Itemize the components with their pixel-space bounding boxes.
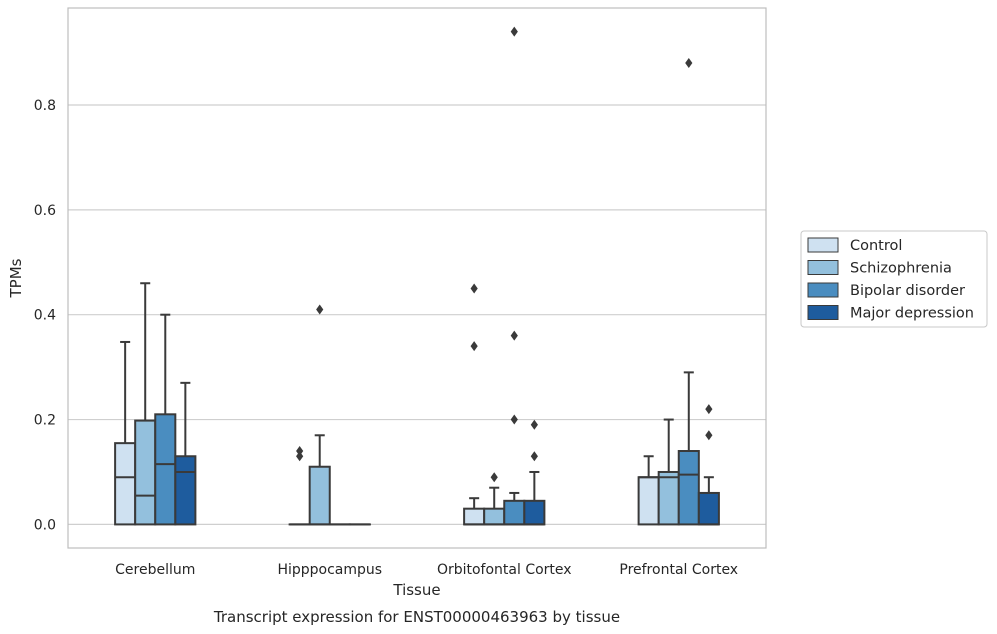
y-axis-title: TPMs <box>7 258 25 298</box>
outlier-point <box>470 341 478 352</box>
x-tick-labels: Cerebellum Hipppocampus Orbitofontal Corte… <box>115 562 738 578</box>
box-body <box>174 455 197 526</box>
box-schizophrenia <box>483 472 506 526</box>
legend-swatch <box>807 305 839 320</box>
legend-frame <box>800 230 988 328</box>
plot-frame <box>67 7 767 549</box>
box-major-depression <box>697 404 720 526</box>
box-major-depression <box>523 419 546 526</box>
legend-swatch <box>807 282 839 298</box>
box-bipolar-disorder <box>154 313 177 526</box>
chart-caption: Transcript expression for ENST0000046396… <box>213 608 620 626</box>
outlier-point <box>316 304 324 315</box>
box-body <box>637 476 660 526</box>
outlier-point <box>705 430 713 441</box>
box-body <box>154 413 177 526</box>
box-control <box>114 340 137 526</box>
box-control <box>637 455 660 526</box>
x-tick-label: Hipppocampus <box>277 562 382 578</box>
outlier-point <box>296 451 304 462</box>
outlier-point <box>296 446 304 457</box>
box-body <box>308 465 331 526</box>
x-axis-title: Tissue <box>392 581 440 599</box>
legend-swatch <box>807 260 839 275</box>
box-schizophrenia <box>308 304 331 526</box>
box-body <box>134 419 157 526</box>
box-body <box>463 507 486 526</box>
box-control <box>288 446 311 526</box>
x-tick-label: Cerebellum <box>115 562 195 578</box>
x-tick-label: Orbitofontal Cortex <box>437 562 572 578</box>
y-tick-label: 0.4 <box>34 308 56 324</box>
outlier-point <box>490 472 498 483</box>
outlier-point <box>705 404 713 415</box>
box-body <box>523 499 546 526</box>
y-tick-label: 0.2 <box>34 413 56 429</box>
legend: Control Schizophrenia Bipolar disorder Majo… <box>800 230 988 328</box>
legend-swatch <box>807 237 839 253</box>
box-control <box>463 283 486 526</box>
outlier-point <box>530 451 538 462</box>
y-tick-label: 0.6 <box>34 203 56 219</box>
box-body <box>657 470 680 526</box>
box-body <box>114 442 137 526</box>
box-bipolar-disorder <box>677 58 700 526</box>
box-body <box>503 499 526 526</box>
y-tick-label: 0.0 <box>34 517 56 533</box>
y-tick-label: 0.8 <box>34 98 56 114</box>
boxes <box>114 26 720 526</box>
box-schizophrenia <box>657 418 680 526</box>
legend-label: Control <box>850 238 902 254</box>
box-body <box>697 491 720 526</box>
box-bipolar-disorder <box>503 26 526 526</box>
box-body <box>483 507 506 526</box>
x-tick-label: Prefrontal Cortex <box>619 562 738 578</box>
box-body <box>677 450 700 526</box>
legend-label: Bipolar disorder <box>850 283 965 299</box>
outlier-point <box>510 26 518 37</box>
box-schizophrenia <box>134 282 157 526</box>
box-major-depression <box>174 381 197 526</box>
legend-label: Schizophrenia <box>850 261 952 277</box>
legend-label: Major depression <box>850 306 974 322</box>
outlier-point <box>510 414 518 425</box>
outlier-point <box>685 58 693 69</box>
outlier-point <box>530 419 538 430</box>
outlier-point <box>510 330 518 341</box>
outlier-point <box>470 283 478 294</box>
y-tick-labels: 0.0 0.2 0.4 0.6 0.8 <box>34 98 56 533</box>
